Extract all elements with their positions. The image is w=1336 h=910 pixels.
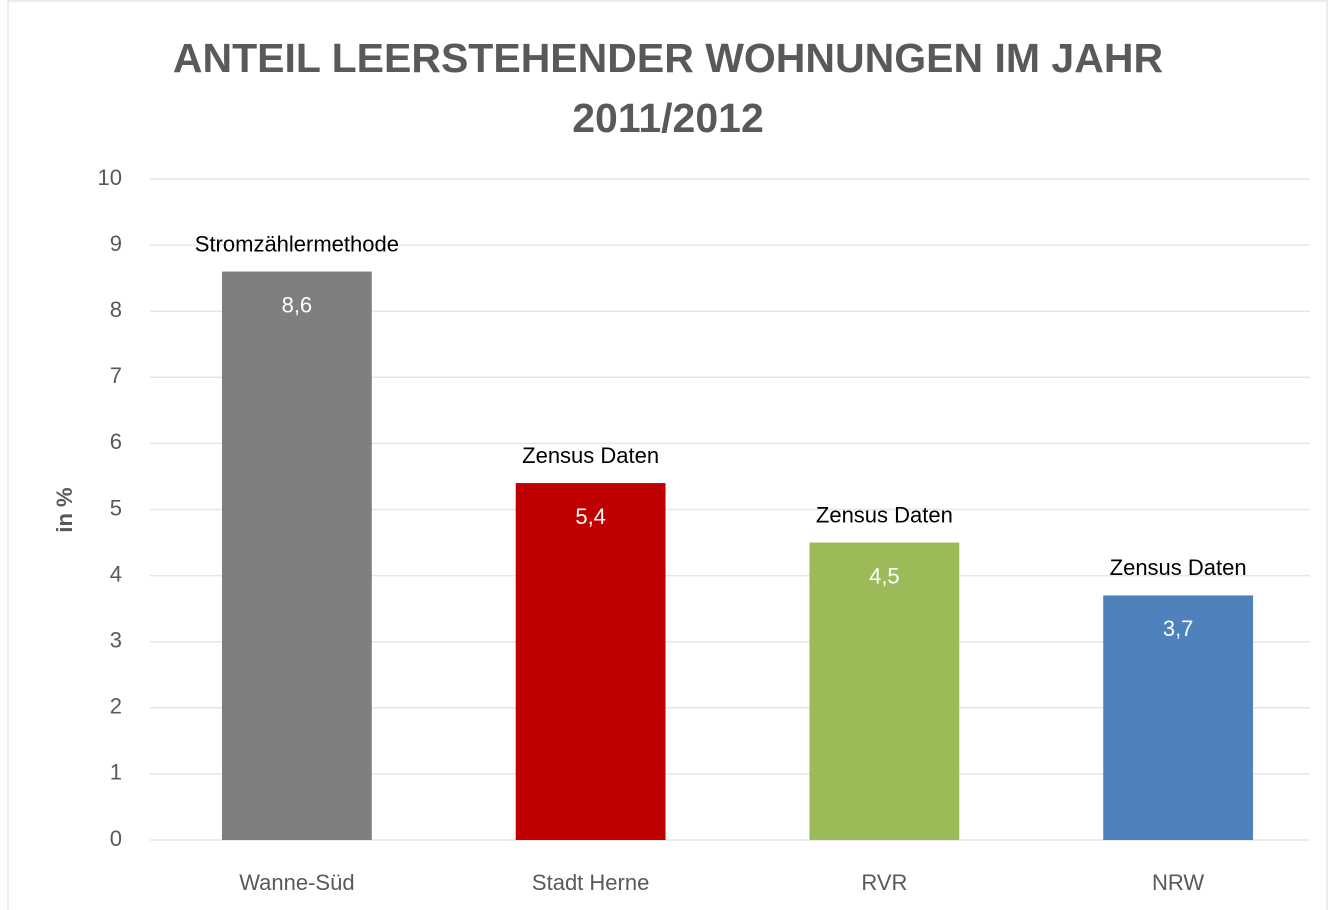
bar-annotation: Stromzählermethode [195, 231, 399, 256]
value-label: 3,7 [1163, 616, 1194, 641]
y-tick-label: 0 [110, 826, 122, 851]
y-axis-label: in % [52, 487, 77, 532]
y-tick-label: 5 [110, 495, 122, 520]
y-tick-label: 3 [110, 628, 122, 653]
y-tick-label: 7 [110, 363, 122, 388]
y-tick-label: 1 [110, 760, 122, 785]
bar [1103, 595, 1254, 840]
y-tick-label: 9 [110, 231, 122, 256]
y-tick-label: 2 [110, 694, 122, 719]
chart-title: ANTEIL LEERSTEHENDER WOHNUNGEN IM JAHR 2… [172, 35, 1164, 141]
x-tick-label: Wanne-Süd [239, 870, 354, 895]
chart-border [7, 0, 1328, 910]
bar-annotation: Zensus Daten [1110, 555, 1247, 580]
bar-annotation: Zensus Daten [522, 443, 659, 468]
x-tick-label: RVR [861, 870, 907, 895]
y-tick-label: 10 [98, 165, 122, 190]
value-label: 8,6 [282, 292, 313, 317]
value-label: 5,4 [575, 504, 606, 529]
bar [221, 271, 372, 840]
bar-annotation: Zensus Daten [816, 502, 953, 527]
bar [809, 542, 960, 840]
y-tick-label: 8 [110, 297, 122, 322]
x-tick-label: NRW [1152, 870, 1204, 895]
x-tick-label: Stadt Herne [532, 870, 649, 895]
y-tick-label: 6 [110, 429, 122, 454]
value-label: 4,5 [869, 563, 900, 588]
bar [515, 483, 666, 840]
y-tick-label: 4 [110, 561, 122, 586]
